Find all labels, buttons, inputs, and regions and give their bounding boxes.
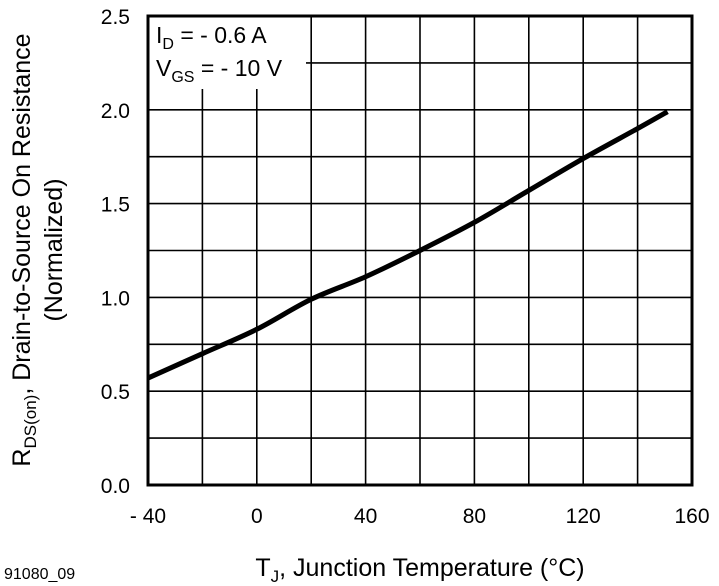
x-tick-label: 80 — [463, 505, 486, 528]
x-tick-label: - 40 — [130, 505, 166, 528]
plot-frame — [146, 14, 694, 487]
annotation-text: ID = - 0.6 A — [156, 22, 267, 53]
x-tick-label: 0 — [251, 505, 263, 528]
series-line — [146, 109, 669, 381]
annotation-box — [149, 17, 306, 89]
y-tick-label: 0.0 — [101, 475, 130, 498]
figure-id: 91080_09 — [4, 566, 75, 583]
y-tick-label: 1.5 — [101, 194, 130, 217]
y-tick-label: 2.5 — [101, 6, 130, 29]
y-axis-label-line2: (Normalized) — [40, 178, 68, 321]
y-tick-label: 1.0 — [101, 287, 130, 310]
x-tick-label: 40 — [354, 505, 377, 528]
x-tick-label: 160 — [674, 505, 709, 528]
annotation-text: VGS = - 10 V — [156, 55, 283, 86]
y-tick-label: 2.0 — [101, 100, 130, 123]
tick-labels: - 40 0 40 80 120 160 0.0 0.5 1.0 1.5 2.0 2.5 — [101, 6, 710, 528]
y-tick-label: 0.5 — [101, 381, 130, 404]
x-axis-label: TJ, Junction Temperature (°C) — [255, 554, 584, 586]
x-tick-label: 120 — [566, 505, 601, 528]
y-axis-label: RDS(on), Drain-to-Source On Resistance — [8, 33, 40, 466]
